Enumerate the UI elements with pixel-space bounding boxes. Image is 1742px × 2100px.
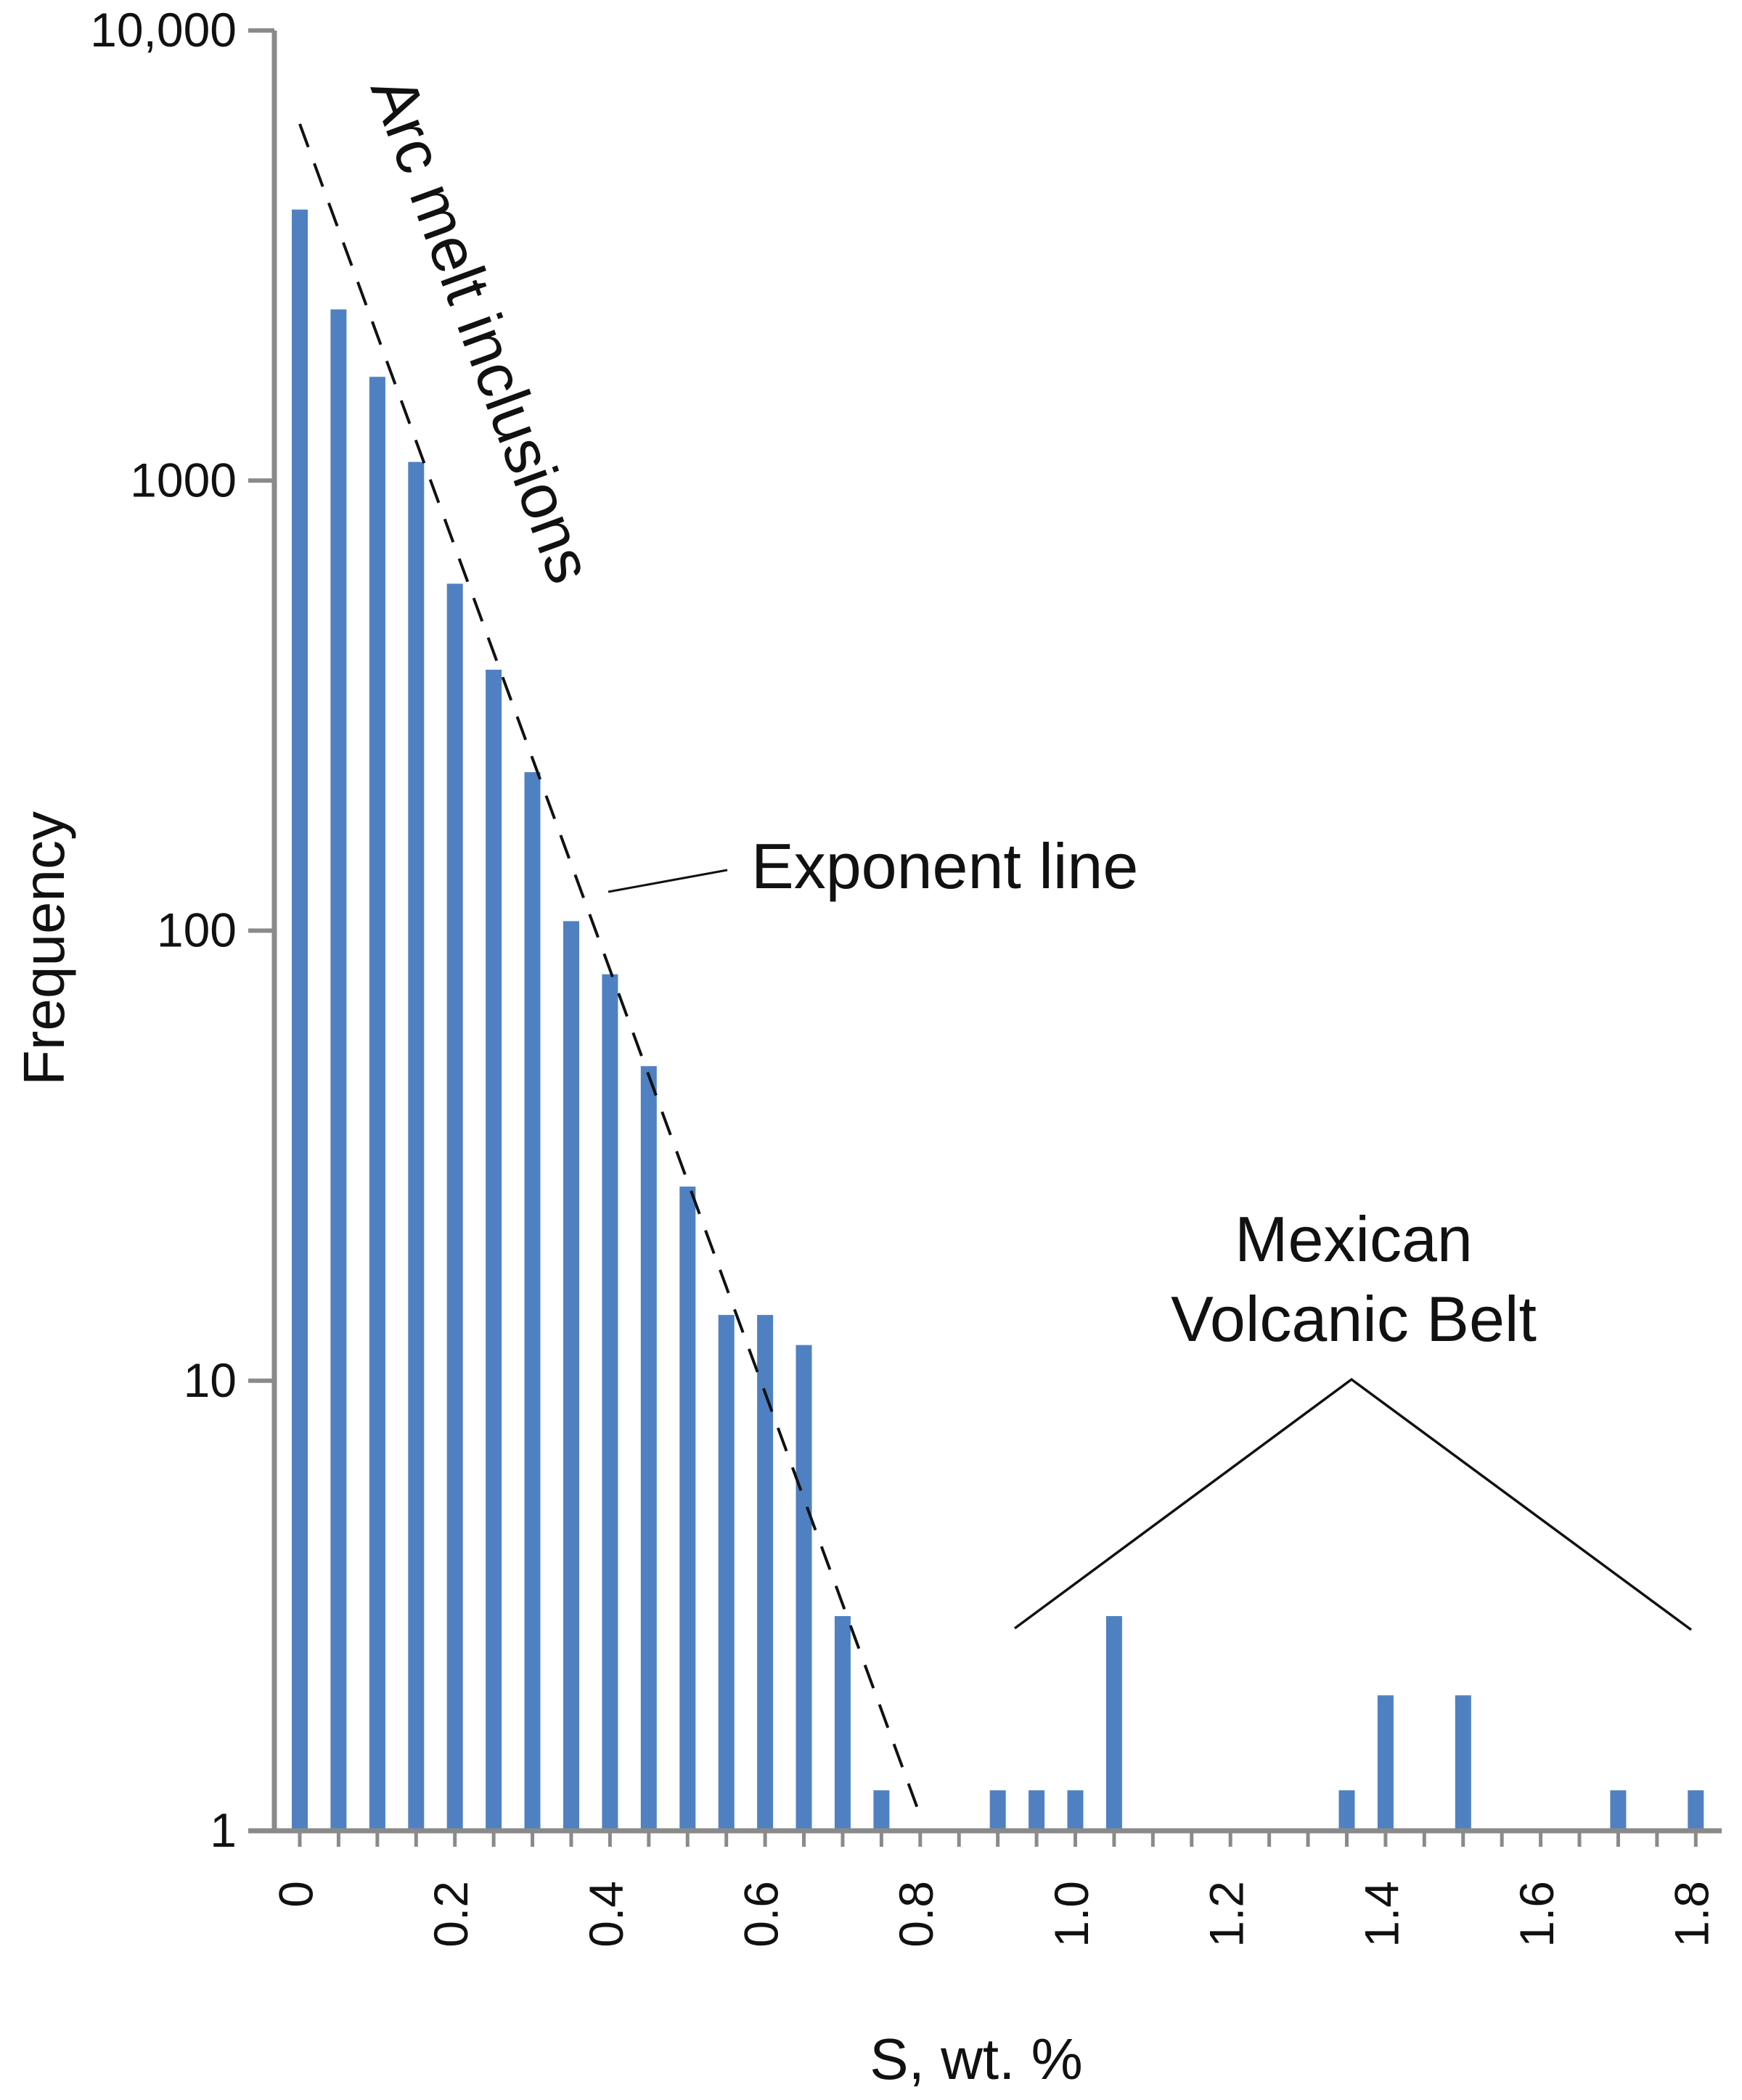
- x-tick-label-5: 1.0: [1044, 1881, 1098, 1948]
- bar-7: [563, 921, 579, 1831]
- y-tick-label-2: 100: [157, 903, 237, 957]
- arc-melt-label: Arc melt inclusions: [357, 67, 607, 592]
- bar-11: [718, 1315, 735, 1831]
- bar-0: [292, 209, 308, 1831]
- bar-5: [486, 669, 502, 1831]
- bar-2: [369, 377, 385, 1831]
- bar-6: [524, 772, 541, 1831]
- exponent-line: [298, 123, 922, 1816]
- y-tick-label-0: 1: [210, 1803, 237, 1857]
- bar-10: [679, 1186, 696, 1831]
- x-tick-label-6: 1.2: [1200, 1881, 1254, 1948]
- bar-13: [796, 1345, 812, 1831]
- bar-24: [1688, 1790, 1704, 1831]
- x-tick-label-3: 0.6: [735, 1881, 788, 1948]
- y-tick-label-1: 10: [184, 1353, 237, 1407]
- x-tick-label-4: 0.8: [889, 1881, 943, 1948]
- y-tick-label-4: 10,000: [90, 3, 237, 57]
- axis-layer: [248, 28, 1722, 1847]
- annotation-layer: Exponent line Arc melt inclusions Mexican V…: [298, 67, 1693, 1816]
- bars-layer: [292, 209, 1704, 1832]
- bar-17: [1029, 1790, 1045, 1831]
- label-layer: 1 10 100 1000 10,000 0 0.2 0.4 0.6 0.8 1.0 1.2 1.4 1.…: [12, 3, 1719, 2091]
- mexican-label-line2: Volcanic Belt: [1171, 1283, 1537, 1355]
- bar-16: [989, 1790, 1006, 1831]
- bar-3: [408, 462, 425, 1831]
- x-tick-label-7: 1.4: [1354, 1881, 1408, 1948]
- x-tick-label-0: 0: [269, 1881, 322, 1908]
- bar-22: [1455, 1695, 1471, 1831]
- bar-8: [602, 974, 618, 1831]
- x-axis-title: S, wt. %: [870, 2027, 1082, 2091]
- x-tick-label-9: 1.8: [1665, 1881, 1719, 1948]
- bar-18: [1067, 1790, 1084, 1831]
- bar-14: [834, 1616, 851, 1831]
- x-tick-label-8: 1.6: [1510, 1881, 1563, 1948]
- bar-20: [1338, 1790, 1355, 1831]
- bar-21: [1377, 1695, 1394, 1831]
- bar-12: [757, 1315, 774, 1831]
- x-tick-label-2: 0.4: [579, 1881, 633, 1948]
- x-tick-label-1: 0.2: [424, 1881, 478, 1948]
- exponent-label: Exponent line: [751, 830, 1138, 902]
- y-tick-label-3: 1000: [130, 453, 237, 506]
- bar-1: [330, 309, 347, 1832]
- bar-19: [1105, 1616, 1122, 1831]
- y-axis-title: Frequency: [12, 811, 76, 1086]
- bar-4: [446, 583, 463, 1831]
- bar-15: [873, 1790, 890, 1831]
- mexican-bracket: [1013, 1377, 1693, 1631]
- bar-9: [640, 1066, 657, 1831]
- exponent-leader-line: [608, 869, 728, 893]
- mexican-label-line1: Mexican: [1235, 1203, 1473, 1275]
- bar-23: [1610, 1790, 1627, 1831]
